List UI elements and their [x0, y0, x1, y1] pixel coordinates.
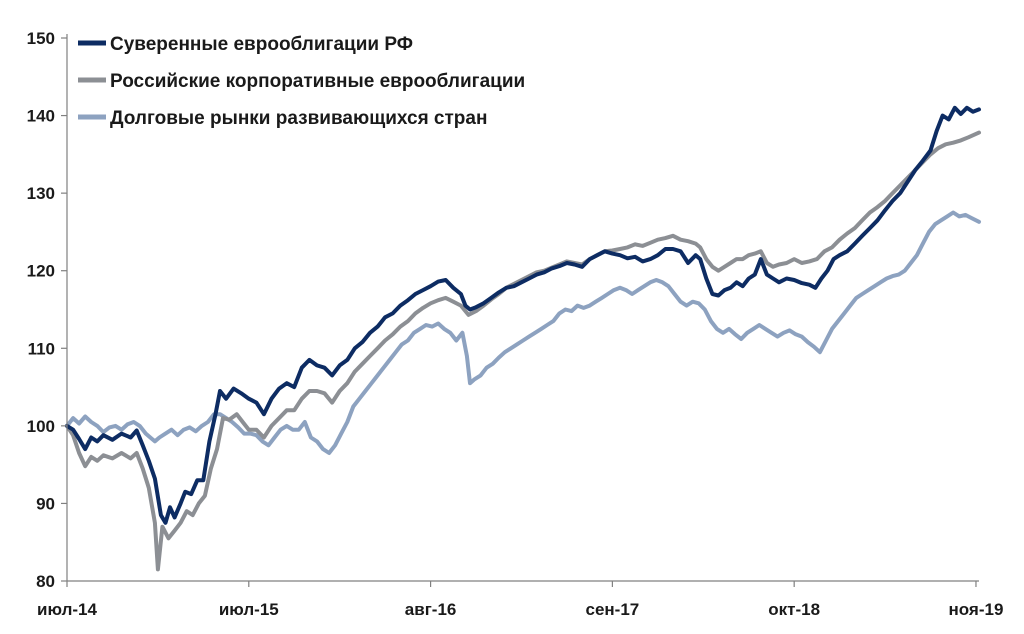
legend-item-2: Российские корпоративные еврооблигации [78, 71, 525, 92]
x-tick-label: июл-14 [37, 600, 97, 619]
legend-label: Суверенные еврооблигации РФ [110, 34, 413, 55]
series-layer [65, 105, 981, 572]
series-line-3 [65, 210, 981, 455]
series-line-2 [65, 130, 981, 572]
legend-item-1: Суверенные еврооблигации РФ [78, 34, 413, 55]
legend: Суверенные еврооблигации РФ Российские ко… [78, 34, 525, 129]
x-tick-label: авг-16 [405, 600, 457, 619]
y-tick-label: 100 [27, 417, 55, 436]
y-tick-label: 90 [36, 494, 55, 513]
x-tick-label: сен-17 [586, 600, 640, 619]
y-tick-label: 120 [27, 262, 55, 281]
x-tick-label: июл-15 [219, 600, 279, 619]
x-tick-label: окт-18 [768, 600, 820, 619]
legend-label: Российские корпоративные еврооблигации [110, 71, 525, 92]
y-tick-label: 150 [27, 29, 55, 48]
y-tick-label: 110 [28, 339, 55, 358]
legend-label: Долговые рынки развивающихся стран [110, 108, 487, 129]
y-tick-label: 80 [36, 572, 55, 591]
legend-item-3: Долговые рынки развивающихся стран [78, 108, 487, 129]
y-tick-label: 140 [27, 107, 55, 126]
axis-layer: 80 90 100 110 120 130 140 150 июл-14 июл-15 авг-16… [27, 29, 1004, 619]
x-tick-label: ноя-19 [949, 600, 1004, 619]
y-tick-label: 130 [27, 184, 55, 203]
series-line-1 [65, 105, 981, 525]
